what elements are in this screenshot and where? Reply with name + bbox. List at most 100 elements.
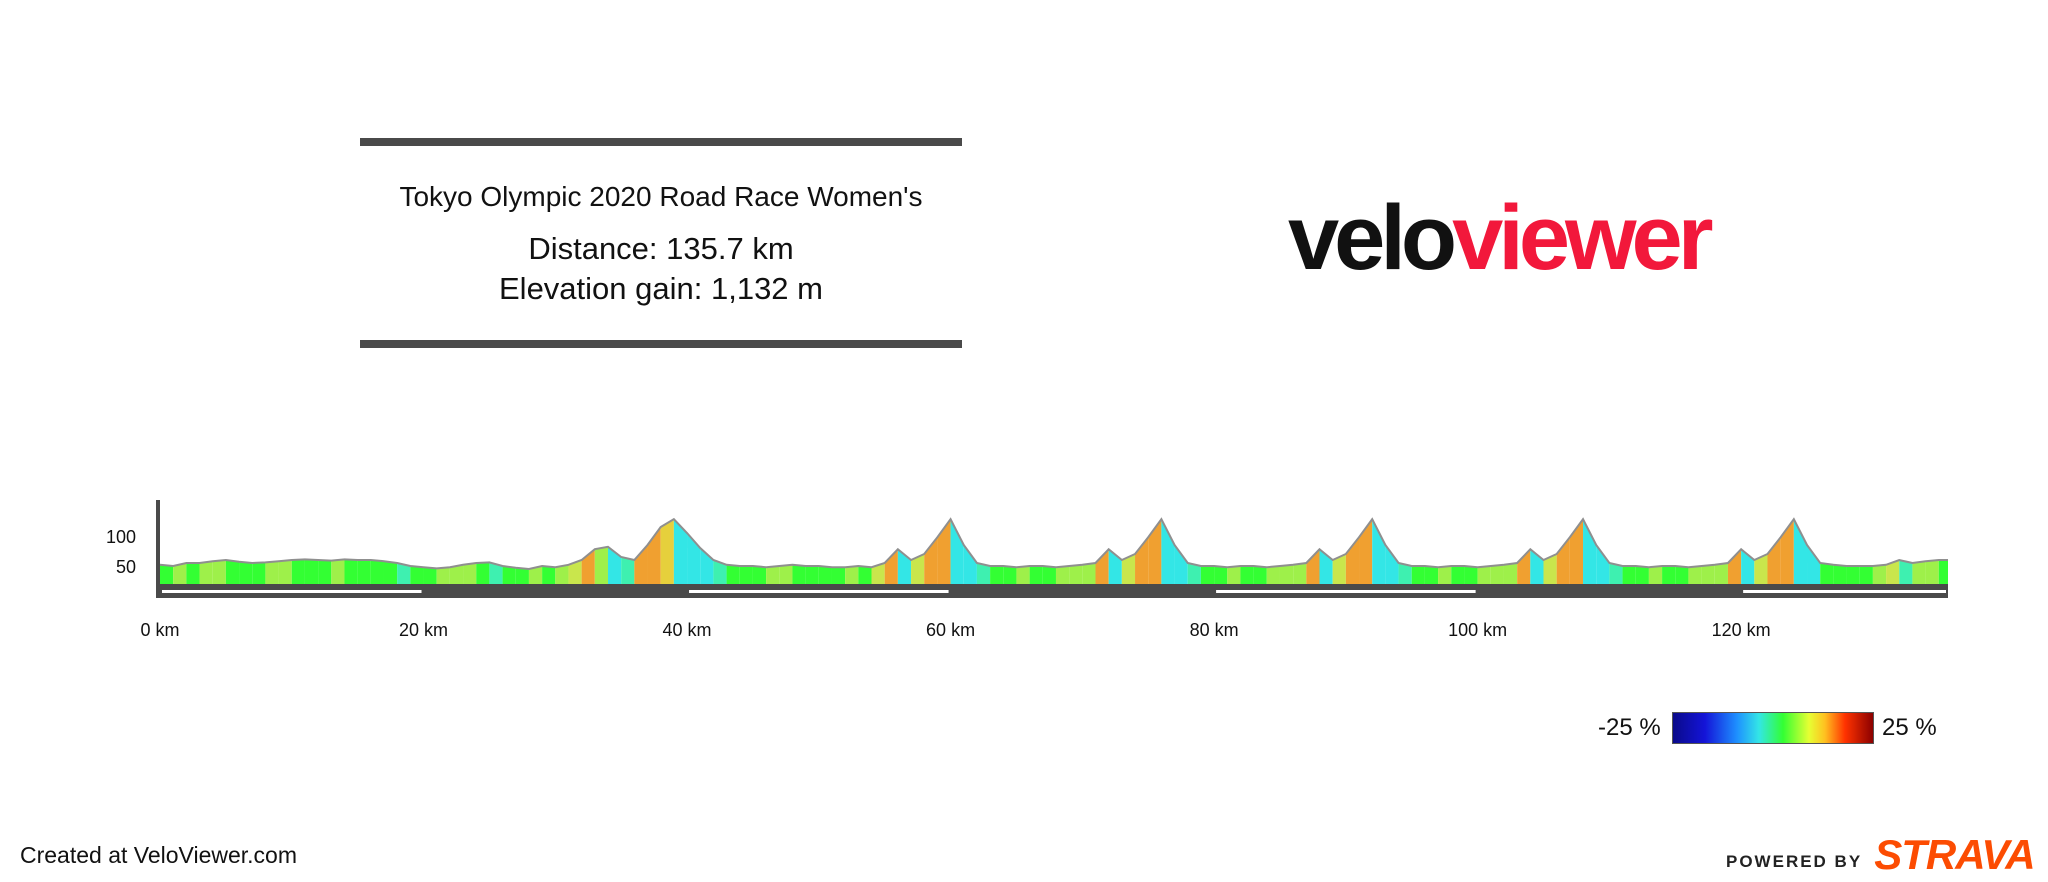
- profile-segment: [937, 519, 951, 584]
- info-top-rule: [360, 138, 962, 146]
- profile-segment: [542, 566, 556, 584]
- profile-segment: [1293, 563, 1307, 584]
- route-info-box: Tokyo Olympic 2020 Road Race Women's Dis…: [360, 138, 962, 350]
- profile-segment: [1701, 564, 1715, 584]
- profile-segment: [568, 560, 582, 584]
- profile-segment: [1214, 566, 1228, 584]
- profile-segment: [160, 564, 174, 584]
- profile-segment: [265, 561, 279, 584]
- profile-segment: [186, 563, 200, 584]
- route-elevation-gain: Elevation gain: 1,132 m: [499, 271, 823, 306]
- profile-segment: [1227, 566, 1241, 584]
- profile-segment: [1200, 566, 1215, 584]
- profile-segment: [1648, 566, 1663, 584]
- profile-segment: [1161, 519, 1175, 584]
- profile-segment: [1187, 563, 1201, 584]
- profile-segment: [594, 546, 608, 584]
- profile-segment: [1727, 549, 1742, 584]
- powered-by-strava[interactable]: POWERED BY STRAVA: [1726, 834, 2036, 876]
- profile-segment: [1899, 560, 1913, 584]
- profile-outline: [159, 517, 1948, 571]
- profile-segment: [1477, 566, 1491, 584]
- profile-segment: [1279, 564, 1294, 584]
- profile-segment: [1148, 519, 1162, 584]
- profile-segment: [1793, 519, 1808, 584]
- profile-segment: [1003, 566, 1017, 584]
- profile-segment: [1543, 554, 1557, 584]
- profile-segment: [1635, 566, 1649, 584]
- profile-segment: [1095, 549, 1109, 584]
- profile-segment: [344, 559, 358, 584]
- profile-segment: [805, 566, 819, 584]
- route-title: Tokyo Olympic 2020 Road Race Women's: [399, 181, 923, 212]
- profile-segment: [1372, 519, 1386, 584]
- profile-segment: [607, 546, 622, 584]
- profile-segment: [331, 559, 345, 584]
- profile-segment: [463, 563, 477, 584]
- profile-segment: [1306, 549, 1320, 584]
- profile-segment: [1069, 564, 1083, 584]
- profile-segment: [1517, 549, 1531, 584]
- gradient-legend-bar: [1672, 712, 1874, 744]
- profile-segment: [1688, 566, 1702, 584]
- profile-segment: [963, 545, 977, 584]
- profile-segment: [1925, 560, 1939, 584]
- profile-segment: [397, 563, 411, 584]
- x-tick-label: 40 km: [663, 620, 712, 640]
- profile-segment: [1596, 545, 1610, 584]
- profile-segment: [1042, 566, 1056, 584]
- profile-segment: [1253, 566, 1267, 584]
- x-tick-label: 100 km: [1448, 620, 1507, 640]
- profile-segment: [818, 566, 832, 584]
- profile-segment: [1609, 563, 1623, 584]
- profile-segment: [239, 561, 253, 584]
- profile-segment: [884, 549, 898, 584]
- profile-segment: [924, 537, 938, 584]
- profile-segment: [1398, 563, 1412, 584]
- profile-segment: [515, 567, 529, 584]
- profile-segment: [476, 562, 490, 584]
- profile-segment: [1569, 519, 1584, 584]
- profile-segment: [845, 566, 859, 584]
- profile-segment: [502, 566, 516, 584]
- profile-segment: [1082, 563, 1096, 584]
- profile-segment: [1872, 564, 1887, 584]
- profile-segment: [410, 566, 424, 584]
- profile-segment: [199, 561, 213, 584]
- profile-segment: [1438, 566, 1452, 584]
- profile-segment: [779, 564, 793, 584]
- profile-segment: [225, 560, 240, 584]
- profile-segment: [1807, 545, 1821, 584]
- profile-segment: [858, 566, 872, 584]
- veloviewer-logo: veloviewer: [1288, 192, 1714, 284]
- profile-segment: [1503, 563, 1518, 584]
- created-at-link[interactable]: Created at VeloViewer.com: [20, 842, 298, 868]
- profile-segment: [173, 563, 187, 584]
- axis-stripe: [1216, 590, 1476, 593]
- profile-segment: [990, 566, 1004, 584]
- profile-segment: [1556, 537, 1570, 584]
- y-tick-label: 100: [106, 527, 136, 547]
- profile-segment: [621, 557, 635, 584]
- profile-segment: [1833, 564, 1847, 584]
- profile-segment: [1662, 566, 1676, 584]
- profile-segment: [1780, 519, 1794, 584]
- x-tick-label: 80 km: [1190, 620, 1239, 640]
- profile-segment: [1332, 554, 1346, 584]
- profile-segment: [1055, 566, 1070, 584]
- profile-segment: [1359, 519, 1373, 584]
- profile-segment: [1886, 560, 1900, 584]
- profile-segment: [383, 561, 398, 584]
- profile-segment: [673, 519, 688, 584]
- profile-segment: [1846, 566, 1860, 584]
- profile-segment: [1464, 566, 1478, 584]
- x-tick-label: 20 km: [399, 620, 448, 640]
- profile-segment: [1714, 563, 1728, 584]
- profile-segment: [449, 564, 464, 584]
- profile-segment: [752, 566, 767, 584]
- powered-by-label: POWERED BY: [1726, 852, 1863, 871]
- info-bottom-rule: [360, 340, 962, 348]
- profile-segment: [1174, 545, 1188, 584]
- profile-segment: [1240, 566, 1254, 584]
- profile-segment: [1820, 563, 1834, 584]
